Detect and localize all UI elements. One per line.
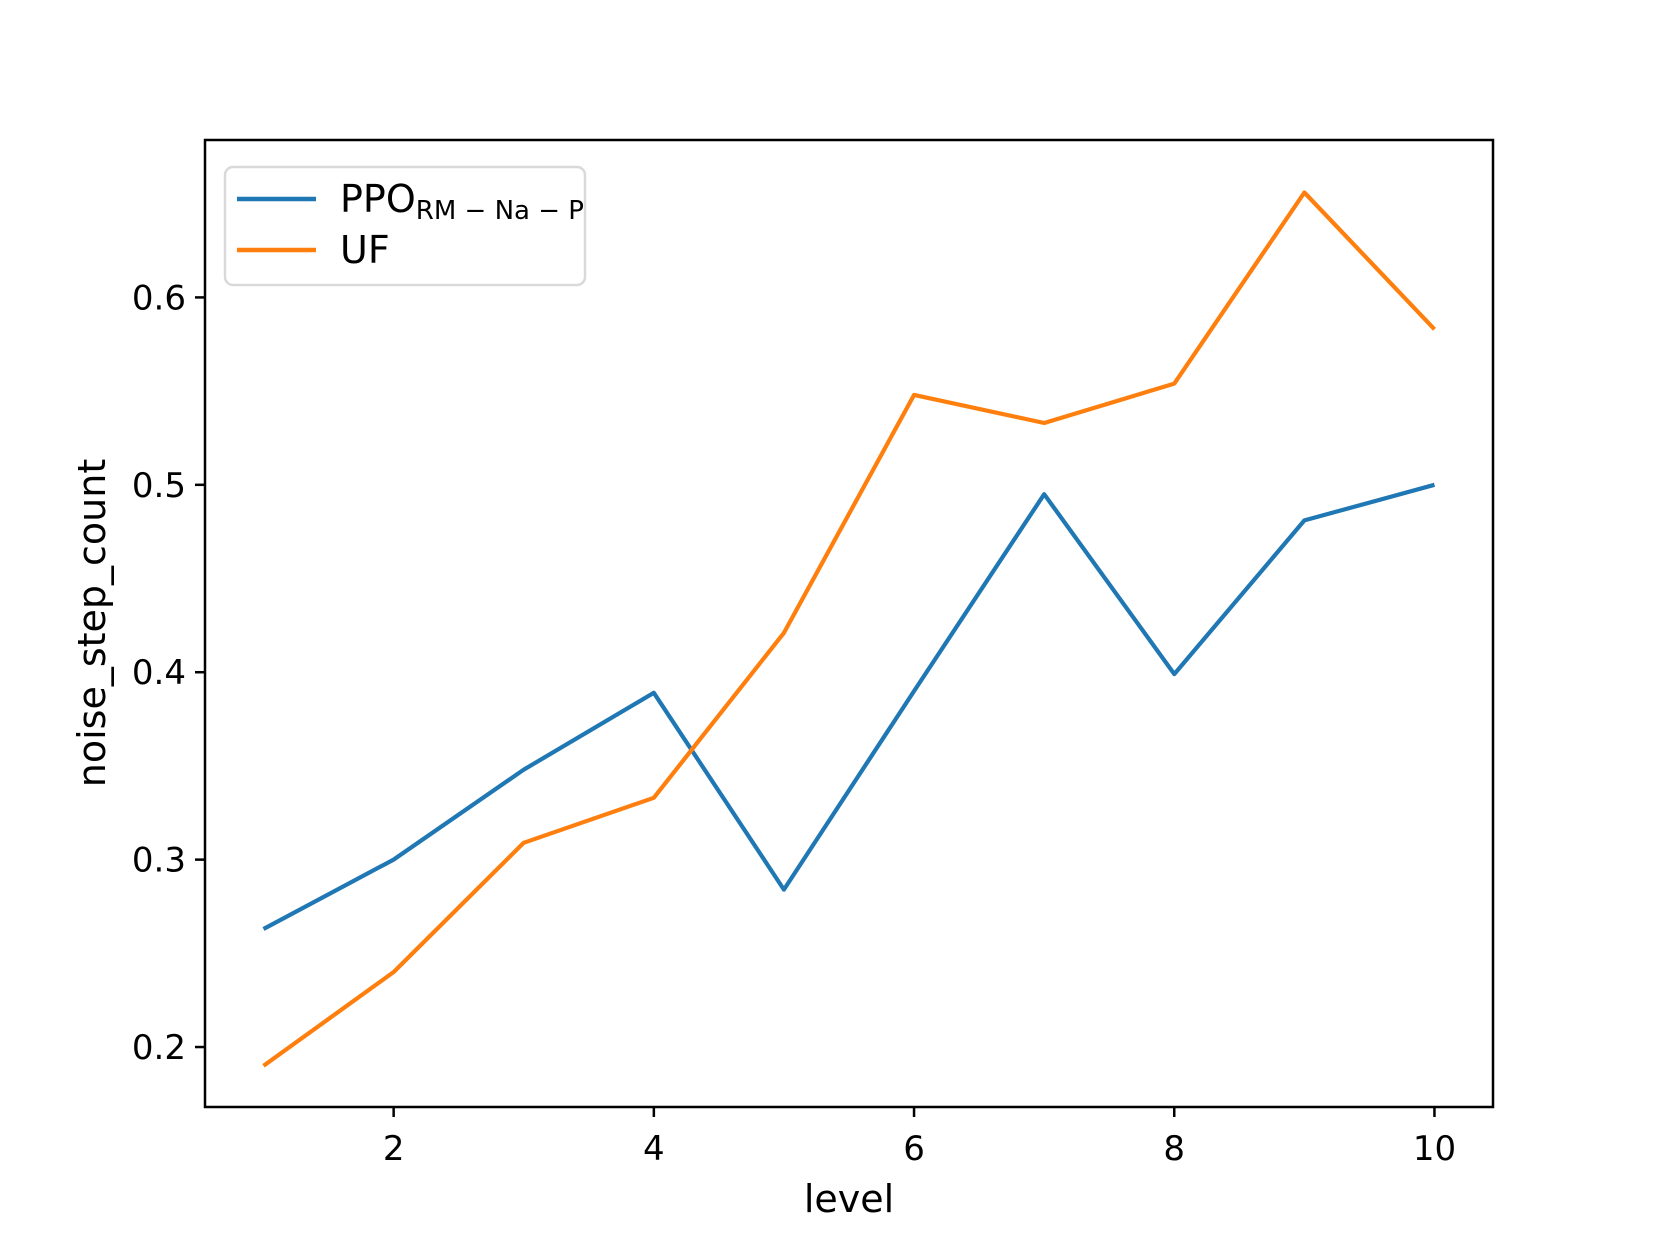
axes-spines xyxy=(203,138,1495,1109)
y-tick-label: 0.5 xyxy=(132,466,186,506)
x-tick-label: 4 xyxy=(643,1129,665,1169)
x-tick-label: 6 xyxy=(903,1129,925,1169)
x-tick-label: 8 xyxy=(1163,1129,1185,1169)
x-tick-label: 2 xyxy=(383,1129,405,1169)
legend-label-ppo: PPORM − Na − P xyxy=(340,177,584,226)
y-tick-label: 0.4 xyxy=(132,653,186,693)
y-tick-label: 0.2 xyxy=(132,1028,186,1068)
legend: PPORM − Na − PUF xyxy=(223,165,587,287)
series-line-uf xyxy=(262,190,1437,1068)
legend-label-uf: UF xyxy=(340,228,390,272)
y-tick-label: 0.6 xyxy=(132,278,186,318)
plot-area: 2 4 6 8 10 0.2 0.3 0.4 0.5 0.6 xyxy=(132,138,1495,1169)
y-axis-label: noise_step_count xyxy=(70,459,114,787)
series-line-ppo-rm-na-p xyxy=(262,482,1436,931)
y-tick-label: 0.3 xyxy=(132,841,186,881)
x-axis-label: level xyxy=(804,1177,894,1221)
legend-frame xyxy=(223,165,587,287)
x-tick-label: 10 xyxy=(1413,1129,1456,1169)
